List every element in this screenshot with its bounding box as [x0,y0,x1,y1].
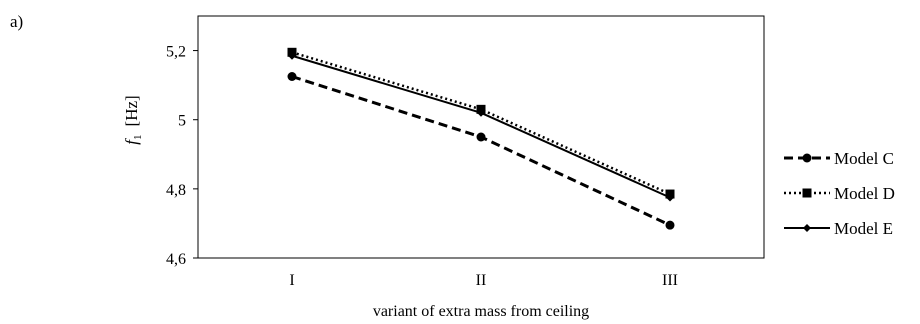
data-point-model-e [666,193,674,202]
y-axis-ticks: 4,6 4,8 5 5,2 [166,44,198,268]
x-tick-label: III [662,272,678,289]
legend-label-model-d: Model D [834,184,895,203]
y-tick-label: 5,2 [166,44,186,61]
y-axis-symbol: f [122,138,141,145]
panel-label: a) [10,12,23,31]
x-axis-ticks: I II III [289,272,678,289]
y-tick-label: 5 [178,113,186,130]
legend-marker-model-d [802,188,812,198]
legend-label-model-e: Model E [834,219,893,238]
y-tick-label: 4,6 [166,251,186,268]
data-point-model-e [477,108,485,117]
x-tick-label: I [289,272,294,289]
series-model-d [287,47,675,199]
legend: Model C Model D Model E [784,149,895,238]
x-tick-label: II [476,272,487,289]
series-line-model-d [291,51,671,196]
data-point-model-c [476,132,486,142]
series-line-model-c [291,75,671,227]
y-axis-subscript: 1 [132,134,144,140]
data-point-model-c [665,220,675,230]
series-layer [287,47,675,230]
data-point-model-c [287,72,297,81]
series-model-c [287,72,675,230]
x-axis-label: variant of extra mass from ceiling [373,303,589,320]
series-model-e [288,51,674,202]
y-axis-label: f1 [Hz] [122,95,144,144]
data-point-model-e [288,51,296,60]
legend-marker-model-c [802,153,812,163]
y-tick-label: 4,8 [166,182,186,199]
plot-area [197,15,765,259]
legend-label-model-c: Model C [834,149,894,168]
y-axis-unit: [Hz] [122,95,141,126]
legend-marker-model-e [803,224,811,232]
series-line-model-e [291,54,671,199]
